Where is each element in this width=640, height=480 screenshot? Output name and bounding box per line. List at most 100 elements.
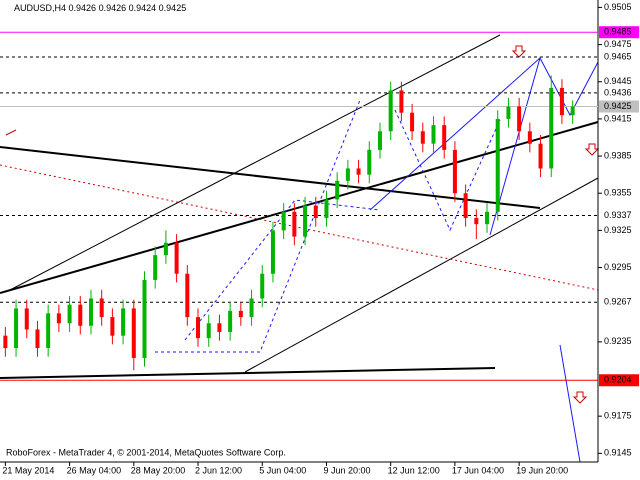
dashed-blue-line bbox=[184, 199, 381, 341]
candle-body bbox=[281, 211, 286, 231]
y-tick-label: 0.9175 bbox=[604, 411, 632, 421]
x-tick-label: 2 Jun 12:00 bbox=[195, 465, 242, 475]
forecast-line bbox=[369, 57, 541, 211]
candle-body bbox=[3, 335, 8, 349]
candle-body bbox=[56, 313, 61, 324]
candle-body bbox=[495, 118, 500, 212]
candle-body bbox=[67, 304, 72, 324]
dashed-blue-line bbox=[155, 99, 361, 353]
quote: 0.9424 bbox=[129, 3, 157, 13]
candle-body bbox=[463, 193, 468, 218]
quote: 0.9426 bbox=[69, 3, 97, 13]
candle-body bbox=[110, 317, 115, 336]
candle-body bbox=[345, 168, 350, 181]
dashed-blue-line bbox=[394, 109, 501, 232]
y-tick-label: 0.9235 bbox=[604, 336, 632, 346]
x-tick-label: 5 Jun 04:00 bbox=[259, 465, 306, 475]
candle-body bbox=[24, 308, 29, 330]
candle-body bbox=[324, 199, 329, 218]
candle-body bbox=[485, 211, 490, 225]
quote: 0.9426 bbox=[99, 3, 127, 13]
quote: 0.9425 bbox=[159, 3, 187, 13]
candle-body bbox=[153, 255, 158, 280]
forecast-line bbox=[489, 56, 599, 236]
level-label-box bbox=[599, 209, 639, 222]
candle-body bbox=[538, 143, 543, 169]
candle-body bbox=[377, 131, 382, 150]
x-tick-label: 12 Jun 12:00 bbox=[388, 465, 440, 475]
footer: RoboForex - MetaTrader 4, © 2001-2014, M… bbox=[6, 447, 286, 457]
y-tick-label: 0.9355 bbox=[604, 188, 632, 198]
candle-body bbox=[121, 308, 126, 336]
level-label-box bbox=[599, 86, 639, 99]
level-label: 0.9204 bbox=[604, 375, 632, 385]
candle-body bbox=[399, 90, 404, 113]
candle-body bbox=[420, 131, 425, 144]
candle-body bbox=[388, 90, 393, 132]
red-line bbox=[5, 129, 17, 136]
x-tick-label: 9 Jun 20:00 bbox=[323, 465, 370, 475]
y-tick-label: 0.9475 bbox=[604, 39, 632, 49]
y-tick-label: 0.9295 bbox=[604, 262, 632, 272]
level-label: 0.9436 bbox=[604, 87, 632, 97]
level-label-box bbox=[599, 50, 639, 63]
down-arrow bbox=[584, 143, 600, 156]
candle-body bbox=[549, 87, 554, 169]
y-tick-label: 0.9145 bbox=[604, 448, 632, 458]
trend-line bbox=[0, 146, 541, 209]
x-tick-label: 17 Jun 04:00 bbox=[452, 465, 504, 475]
candle-body bbox=[570, 106, 575, 116]
candle-body bbox=[228, 310, 233, 332]
candle-body bbox=[356, 168, 361, 175]
candle-body bbox=[196, 317, 201, 339]
candle-body bbox=[174, 242, 179, 274]
level-label-box bbox=[599, 26, 639, 39]
y-tick-label: 0.9325 bbox=[604, 225, 632, 235]
candle-body bbox=[185, 273, 190, 318]
candle-body bbox=[14, 308, 19, 349]
candle-body bbox=[410, 112, 415, 132]
candle-body bbox=[270, 230, 275, 274]
candle-body bbox=[46, 313, 51, 349]
level-label-box bbox=[599, 100, 639, 113]
x-tick-label: 21 May 2014 bbox=[2, 465, 54, 475]
candle-body bbox=[452, 149, 457, 194]
candle-body bbox=[260, 273, 265, 299]
y-tick-label: 0.9415 bbox=[604, 113, 632, 123]
candle-body bbox=[335, 180, 340, 200]
x-tick-label: 28 May 20:00 bbox=[131, 465, 186, 475]
candle-body bbox=[206, 323, 211, 339]
candle-body bbox=[367, 149, 372, 175]
candle-body bbox=[527, 131, 532, 144]
symbol: AUDUSD,H4 bbox=[14, 3, 66, 13]
chart-header: AUDUSD,H4 0.9426 0.9426 0.9424 0.9425 bbox=[14, 3, 186, 13]
level-label-box bbox=[599, 374, 639, 387]
candle-body bbox=[78, 304, 83, 326]
candle-body bbox=[506, 106, 511, 119]
level-label-box bbox=[599, 296, 639, 309]
candle-body bbox=[163, 242, 168, 256]
level-label: 0.9485 bbox=[604, 27, 632, 37]
channel-line bbox=[9, 34, 501, 291]
candle-body bbox=[88, 298, 93, 326]
candle-body bbox=[35, 329, 40, 349]
down-arrow bbox=[511, 45, 527, 58]
forecast-line bbox=[559, 344, 581, 463]
annotations bbox=[0, 34, 600, 463]
trend-line bbox=[0, 367, 496, 379]
level-label: 0.9267 bbox=[604, 297, 632, 307]
y-tick-label: 0.9385 bbox=[604, 150, 632, 160]
candle-body bbox=[559, 87, 564, 116]
candle-body bbox=[303, 205, 308, 237]
candle-body bbox=[217, 323, 222, 332]
candle-body bbox=[99, 298, 104, 318]
y-tick-label: 0.9505 bbox=[604, 2, 632, 12]
level-label: 0.9425 bbox=[604, 101, 632, 111]
candle-body bbox=[131, 308, 136, 358]
candle-body bbox=[313, 205, 318, 218]
x-tick-label: 19 Jun 20:00 bbox=[516, 465, 568, 475]
candle-body bbox=[474, 217, 479, 225]
candle-body bbox=[142, 279, 147, 358]
